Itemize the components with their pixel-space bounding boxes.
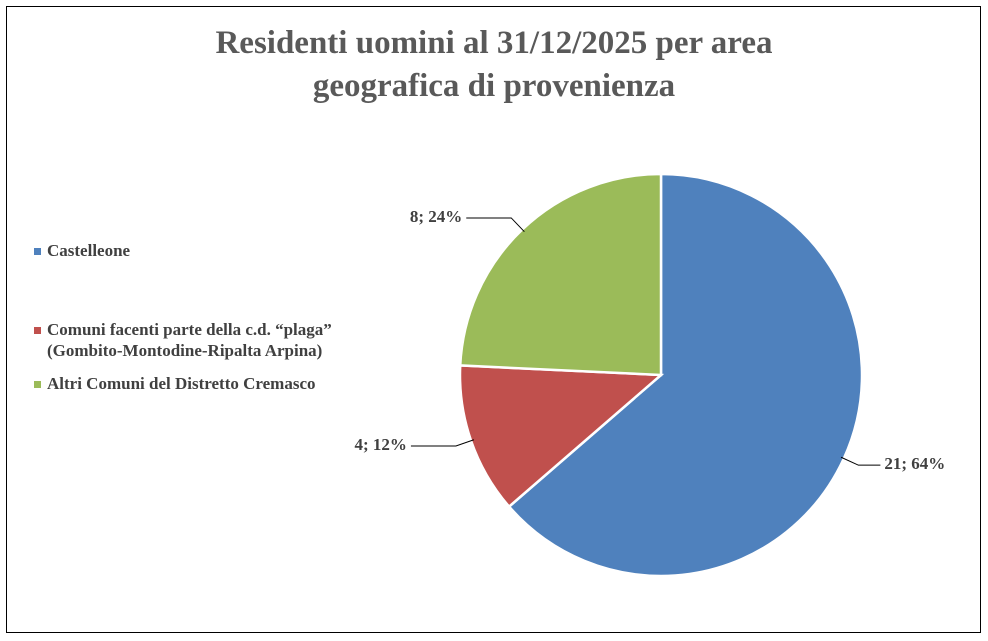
leader-line xyxy=(840,456,881,466)
leader-line xyxy=(466,217,525,233)
legend-swatch xyxy=(34,381,41,388)
legend-item: Altri Comuni del Distretto Cremasco xyxy=(34,373,334,394)
legend-label: Altri Comuni del Distretto Cremasco xyxy=(47,374,316,393)
data-label: 8; 24% xyxy=(410,207,462,226)
legend-swatch xyxy=(34,248,41,255)
chart-frame xyxy=(6,6,981,633)
legend-label: Castelleone xyxy=(47,241,131,260)
legend-swatch xyxy=(34,327,41,334)
pie-slice xyxy=(458,172,663,377)
legend-item: Comuni facenti parte della c.d. “plaga” … xyxy=(34,319,334,361)
data-label: 21; 64% xyxy=(884,454,945,473)
chart-title: Residenti uomini al 31/12/2025 per area … xyxy=(215,25,773,104)
leader-line xyxy=(410,439,475,447)
legend: Castelleone Comuni facenti parte della c.… xyxy=(34,240,334,394)
data-label: 4; 12% xyxy=(355,435,407,454)
legend-label: Comuni facenti parte della c.d. “plaga” … xyxy=(47,320,332,360)
legend-item: Castelleone xyxy=(34,240,334,261)
